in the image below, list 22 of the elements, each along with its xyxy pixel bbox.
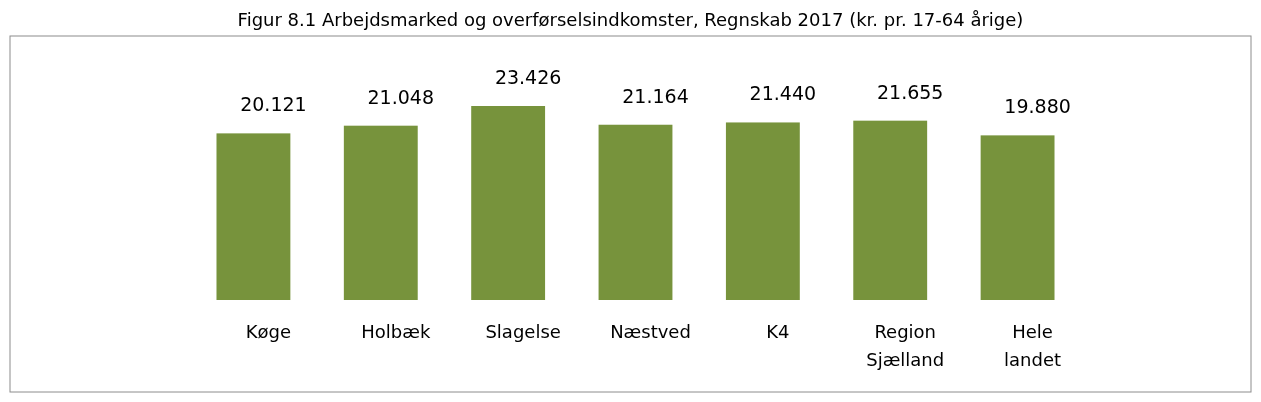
data-label: 21.655 [876,80,944,103]
data-label: 19.880 [1004,95,1071,118]
x-tick-label: K4 [766,321,790,342]
bar [598,124,673,300]
x-tick-label: Slagelse [485,321,561,342]
data-label: 23.426 [494,66,562,88]
x-tick-label: Region Sjælland [866,321,945,370]
data-label: 20.121 [240,93,307,116]
data-label: 21.440 [749,82,817,105]
bar [471,106,546,300]
x-tick-label: Næstved [610,321,691,342]
x-tick-label: Køge [245,321,292,342]
chart-title: Figur 8.1 Arbejdsmarked og overførselsindkomster, Regnskab 2017 (kr. pr. 17-64 årige) [237,9,1024,30]
x-tick-label: Holbæk [361,321,431,342]
bar [980,135,1055,300]
x-tick-label: Hele landet [1004,321,1062,370]
bar [853,120,928,300]
bar [725,122,800,300]
data-label: 21.048 [367,85,435,108]
data-label: 21.164 [622,84,689,107]
bar [216,133,291,300]
bar [343,125,418,300]
